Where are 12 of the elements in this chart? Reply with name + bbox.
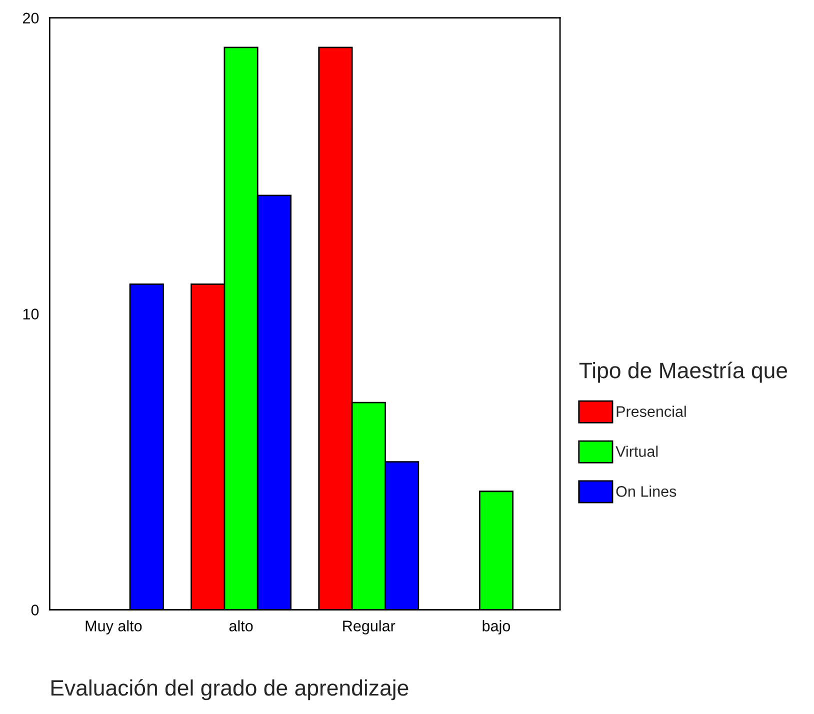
legend-label: Presencial [616,406,686,417]
y-tick-label: 10 [23,308,39,320]
x-tick-label: alto [229,620,253,632]
x-tick-label: bajo [482,620,510,634]
x-tick-label: Regular [343,620,396,634]
y-tick-label: 20 [23,12,39,24]
legend-title: Tipo de Maestría que [579,362,788,383]
legend-label: On Lines [616,486,676,497]
y-tick-label: 0 [31,604,39,616]
legend-label: Virtual [616,446,658,457]
x-tick-label: Muy alto [86,620,142,634]
x-axis-title: Evaluación del grado de aprendizaje [51,679,408,700]
